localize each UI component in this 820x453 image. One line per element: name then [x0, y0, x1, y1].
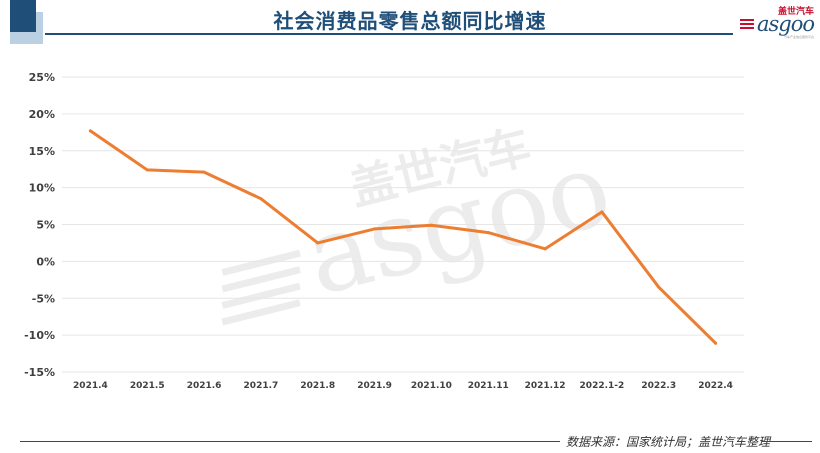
x-tick-label: 2021.11 [468, 381, 509, 391]
footer-line-left [20, 441, 560, 442]
title-underline [45, 33, 733, 35]
data-point [714, 341, 718, 345]
y-tick-label: 15% [29, 145, 55, 158]
x-tick-label: 2021.7 [244, 381, 279, 391]
gasgoo-watermark: 盖世汽车 asgoo [221, 119, 622, 326]
x-tick-label: 2021.5 [130, 381, 165, 391]
logo-en-text: asgoo [756, 12, 815, 36]
data-point [88, 129, 92, 133]
x-tick-label: 2021.12 [525, 381, 566, 391]
y-tick-label: -10% [24, 329, 55, 342]
x-tick-label: 2022.4 [698, 381, 733, 391]
y-axis-ticks: -15% -10% -5% 0% 5% 10% 15% 20% 25% [24, 71, 55, 379]
data-point [543, 247, 547, 251]
x-tick-label: 2021.10 [411, 381, 452, 391]
series-line [88, 129, 718, 345]
logo-cn-text: 盖世汽车 [777, 7, 814, 17]
x-tick-label: 2022.1-2 [580, 381, 625, 391]
chart-series [88, 129, 718, 345]
x-tick-label: 2021.9 [357, 381, 392, 391]
data-point [373, 227, 377, 231]
data-point [145, 168, 149, 172]
x-tick-label: 2021.8 [300, 381, 335, 391]
footer-line-right [762, 441, 812, 442]
y-tick-label: -15% [24, 366, 55, 379]
x-tick-label: 2021.6 [187, 381, 222, 391]
data-point [316, 241, 320, 245]
y-tick-label: 20% [29, 108, 55, 121]
y-tick-label: 0% [36, 255, 55, 268]
gasgoo-logo: 盖世汽车 asgoo 汽车产业信息服务平台 [738, 4, 816, 40]
logo-tagline: 汽车产业信息服务平台 [783, 35, 814, 39]
header-decoration-dark [10, 0, 36, 32]
page-title: 社会消费品零售总额同比增速 [273, 9, 547, 33]
y-tick-label: 5% [36, 219, 55, 232]
y-tick-label: -5% [32, 292, 55, 305]
x-tick-label: 2021.4 [73, 381, 108, 391]
data-source: 数据来源：国家统计局；盖世汽车整理 [566, 435, 771, 449]
data-point [657, 285, 661, 289]
logo-g-stripes-icon [740, 19, 754, 31]
data-point [259, 197, 263, 201]
data-point [429, 223, 433, 227]
y-tick-label: 10% [29, 182, 55, 195]
data-point [486, 231, 490, 235]
data-point [600, 210, 604, 214]
x-axis-ticks: 2021.4 2021.5 2021.6 2021.7 2021.8 2021.9 2021… [73, 381, 733, 391]
chart-gridlines [62, 76, 744, 373]
x-tick-label: 2022.3 [641, 381, 676, 391]
y-tick-label: 25% [29, 71, 55, 84]
watermark-g-stripes-icon [221, 249, 301, 326]
data-point [202, 170, 206, 174]
